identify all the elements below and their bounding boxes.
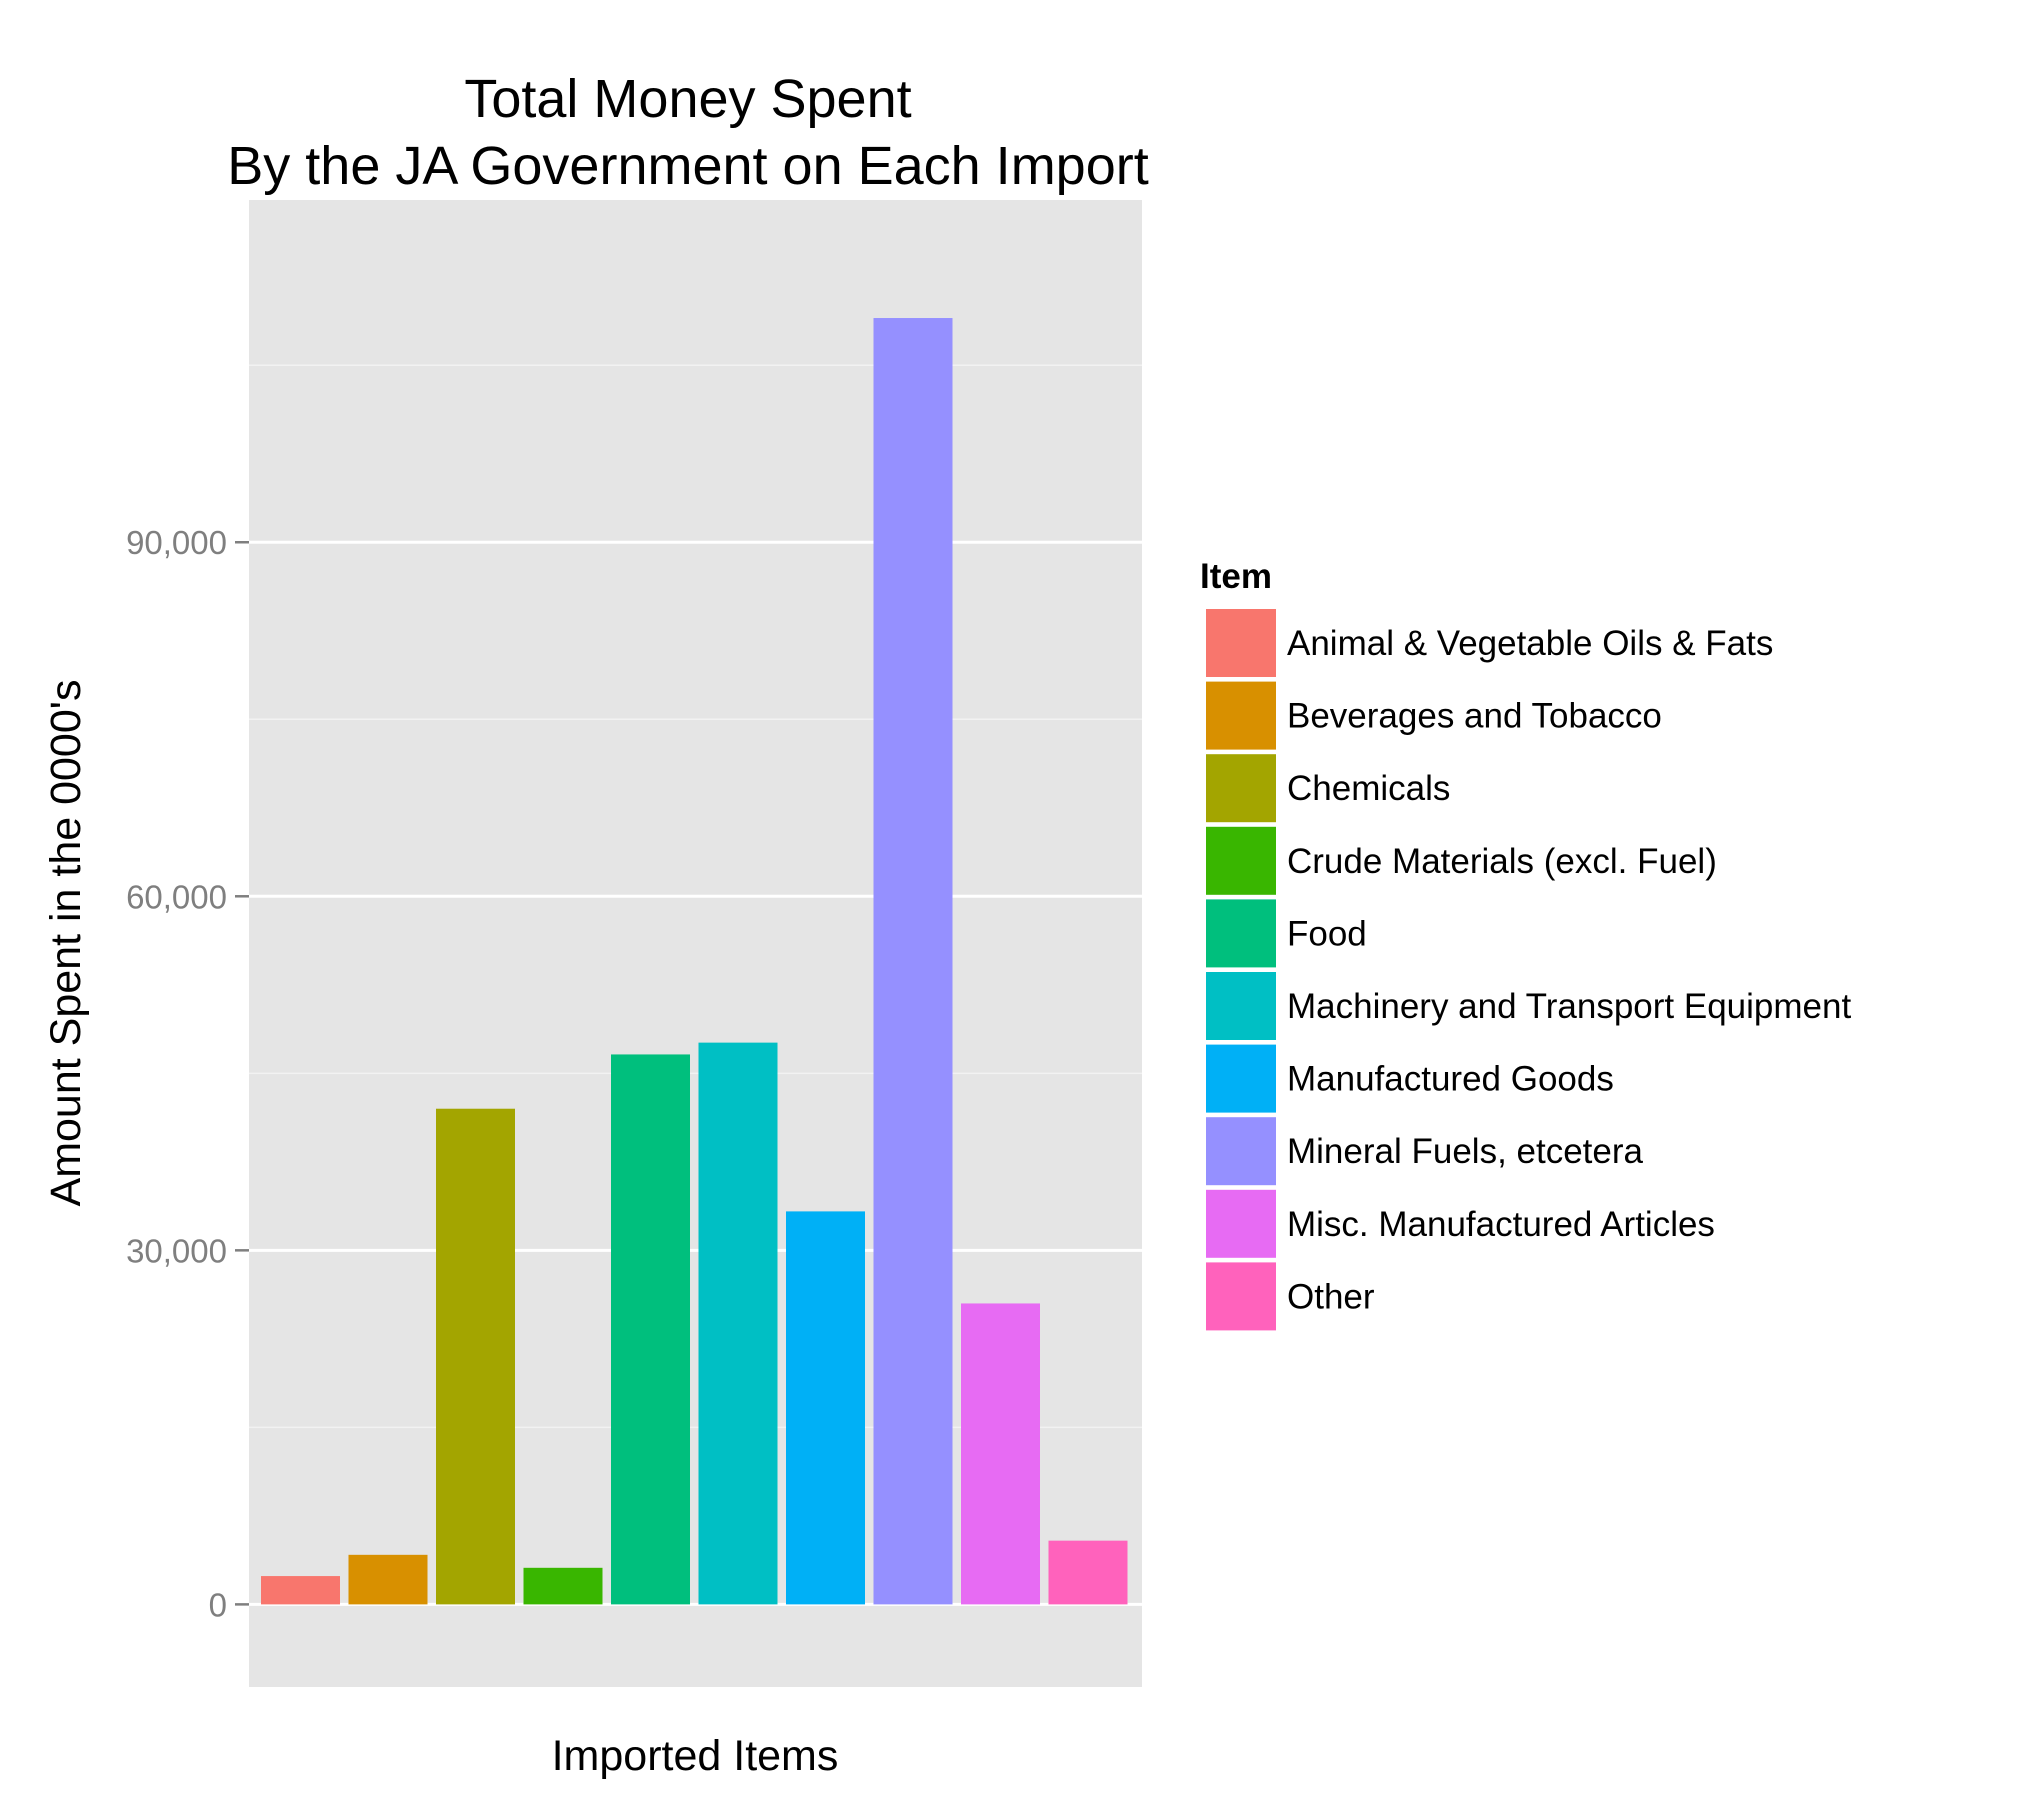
bar-6 [698,1042,778,1605]
bar-4 [523,1567,603,1605]
bar-5 [611,1054,690,1605]
legend-swatch-3 [1204,752,1278,825]
bar-2 [348,1554,428,1605]
chart-title: Total Money Spent [464,69,911,129]
bar-1 [261,1576,340,1605]
y-tick-label: 30,000 [126,1232,227,1269]
y-tick-label: 60,000 [126,878,227,915]
legend: Animal & Vegetable Oils & Fats Beverages … [1204,607,1851,1333]
legend-title: Item [1200,557,1272,596]
grid-lines [249,364,1142,1606]
legend-label-4: Crude Materials (excl. Fuel) [1287,842,1717,881]
legend-label-1: Animal & Vegetable Oils & Fats [1287,624,1773,663]
bar-7 [786,1211,865,1605]
legend-label-6: Machinery and Transport Equipment [1287,987,1851,1026]
bar-8 [873,318,953,1605]
y-tick-label: 0 [209,1586,227,1623]
legend-label-9: Misc. Manufactured Articles [1287,1205,1715,1244]
bar-9 [961,1303,1040,1605]
y-tick-label: 90,000 [126,524,227,561]
y-axis-title: Amount Spent in the 0000's [42,680,90,1207]
legend-swatch-6 [1204,970,1278,1042]
legend-label-7: Manufactured Goods [1287,1060,1614,1099]
legend-swatch-9 [1204,1187,1278,1260]
y-axis: 0 30,000 60,000 90,000 [126,524,249,1623]
legend-swatch-2 [1204,679,1278,752]
bar-3 [436,1108,515,1605]
legend-label-8: Mineral Fuels, etcetera [1287,1132,1644,1171]
legend-label-3: Chemicals [1287,769,1450,808]
legend-swatch-5 [1204,897,1278,970]
legend-swatch-10 [1204,1260,1278,1333]
legend-label-5: Food [1287,914,1367,953]
bar-10 [1048,1540,1128,1605]
legend-label-2: Beverages and Tobacco [1287,697,1662,736]
chart-subtitle: By the JA Government on Each Import [227,136,1148,196]
legend-label-10: Other [1287,1277,1375,1316]
legend-swatch-1 [1204,607,1278,679]
x-axis-title: Imported Items [552,1732,839,1780]
legend-swatch-8 [1204,1115,1278,1188]
bars [261,318,1128,1605]
legend-swatch-4 [1204,824,1278,897]
legend-swatch-7 [1204,1042,1278,1115]
